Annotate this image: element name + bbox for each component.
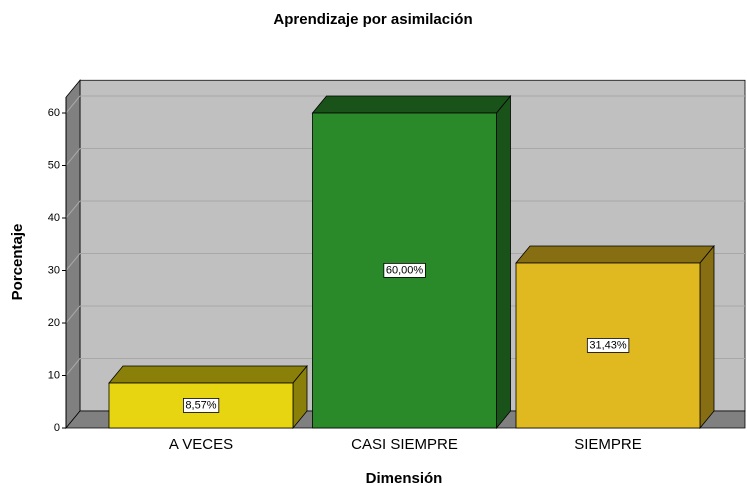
bar-side <box>496 94 511 430</box>
value-label-box <box>383 263 426 278</box>
value-label: 60,00% <box>386 264 424 276</box>
bar-side <box>699 244 715 430</box>
grid-line <box>65 358 81 376</box>
value-label-box <box>586 338 630 353</box>
grid-line <box>65 305 81 324</box>
x-tick-label: A VECES <box>169 436 233 453</box>
chart-title: Aprendizaje por asimilación <box>273 11 472 28</box>
left-wall <box>65 79 81 430</box>
y-tick-label: 10 <box>48 369 60 381</box>
grid-line <box>65 95 81 114</box>
value-label-box <box>182 398 220 413</box>
x-tick-label: CASI SIEMPRE <box>351 436 458 453</box>
grid-line <box>65 148 81 166</box>
value-label: 8,57% <box>185 399 216 411</box>
y-tick-label: 20 <box>48 317 60 329</box>
bar-top <box>311 95 512 114</box>
value-label: 31,43% <box>589 339 627 351</box>
y-axis-label: Porcentaje <box>9 224 26 301</box>
y-tick-label: 40 <box>48 212 60 224</box>
grid-line <box>65 200 81 219</box>
y-tick-label: 30 <box>48 264 60 276</box>
grid-line <box>65 253 81 271</box>
y-tick-label: 50 <box>48 159 60 171</box>
y-tick-label: 0 <box>54 422 60 434</box>
x-axis-label: Dimensión <box>366 470 443 486</box>
bar-top <box>515 245 715 264</box>
x-tick-label: SIEMPRE <box>574 436 642 453</box>
y-tick-label: 60 <box>48 107 60 119</box>
bar <box>515 262 701 429</box>
bar-top <box>108 365 308 384</box>
